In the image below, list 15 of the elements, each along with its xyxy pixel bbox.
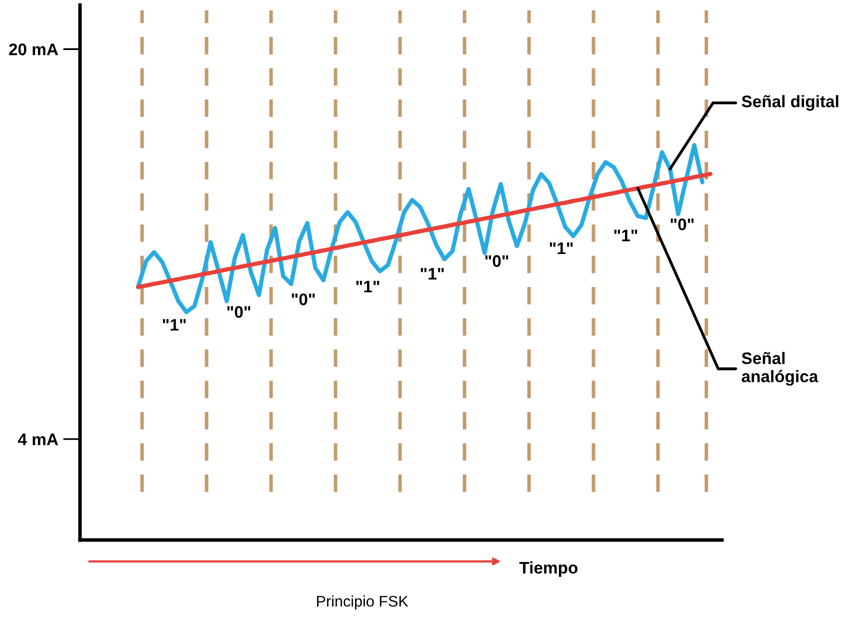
annotation: "0" — [670, 218, 694, 230]
annotation: "1" — [614, 230, 638, 242]
annotation: "1" — [550, 242, 573, 254]
annotation: "0" — [292, 293, 315, 306]
annotation: "0" — [485, 255, 508, 267]
y-tick-label: 4 mA — [18, 434, 58, 446]
text: Principio FSK — [317, 595, 408, 610]
annotation: "1" — [162, 319, 186, 331]
y-tick-label: 20 mA — [9, 44, 58, 56]
annotation: "0" — [227, 306, 250, 318]
text: Señal analógica — [742, 352, 818, 386]
text: Señal digital — [742, 95, 838, 111]
annotation: "1" — [420, 268, 444, 280]
annotation: "1" — [356, 280, 380, 292]
x-axis-title: Tiempo — [519, 561, 578, 577]
